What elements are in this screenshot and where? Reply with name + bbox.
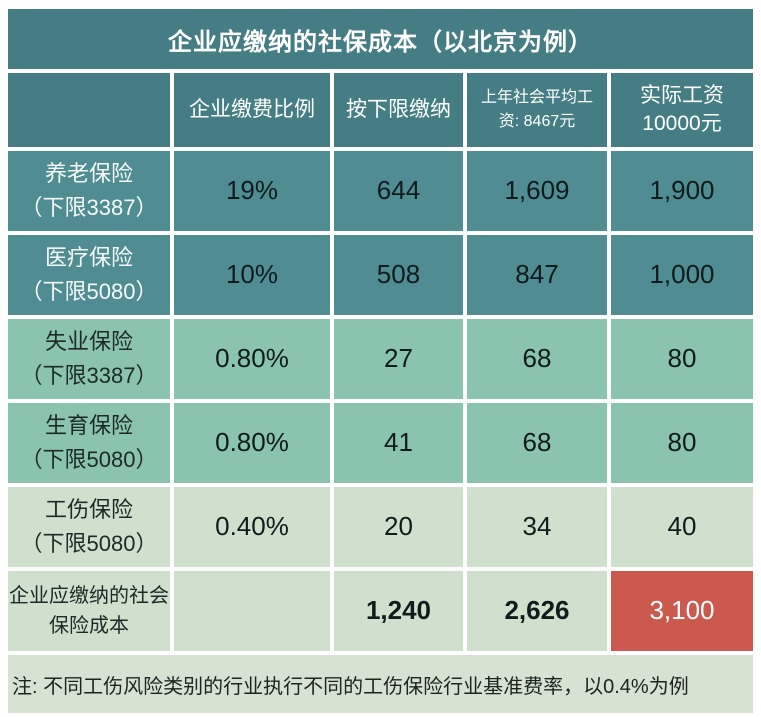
row-label-line1: 失业保险 [44,328,133,354]
row-label-line1: 养老保险 [44,160,133,186]
insurance-table: 企业缴费比例 按下限缴纳 上年社会平均工 资: 8467元 实际工资 10000… [8,73,753,651]
total-label-line2: 保险成本 [49,615,129,637]
maternity-rate: 0.80% [174,403,330,483]
header-rate: 企业缴费比例 [174,73,330,147]
row-label-line2: （下限3387） [20,195,158,220]
medical-lower: 508 [334,235,463,315]
total-lower: 1,240 [334,571,463,651]
row-label-line2: （下限5080） [20,447,158,472]
header-empty-cell [8,73,170,147]
unemployment-avg: 68 [467,319,607,399]
row-label-line1: 生育保险 [44,412,133,438]
header-avg-wage-line2: 资: 8467元 [498,113,576,130]
total-label-line1: 企业应缴纳的社会 [9,585,169,607]
table-title: 企业应缴纳的社保成本（以北京为例） [8,9,753,69]
header-actual-wage-line2: 10000元 [642,112,722,135]
injury-lower: 20 [334,487,463,567]
pension-rate: 19% [174,151,330,231]
pension-avg: 1,609 [467,151,607,231]
row-label-line2: （下限5080） [20,279,158,304]
pension-lower: 644 [334,151,463,231]
maternity-lower: 41 [334,403,463,483]
total-actual-highlight: 3,100 [611,571,753,651]
pension-actual: 1,900 [611,151,753,231]
unemployment-lower: 27 [334,319,463,399]
total-row-label: 企业应缴纳的社会 保险成本 [8,571,170,651]
maternity-avg: 68 [467,403,607,483]
row-label-injury: 工伤保险 （下限5080） [8,487,170,567]
row-label-line2: （下限5080） [20,531,158,556]
row-label-pension: 养老保险 （下限3387） [8,151,170,231]
medical-avg: 847 [467,235,607,315]
header-actual-wage: 实际工资 10000元 [611,73,753,147]
row-label-maternity: 生育保险 （下限5080） [8,403,170,483]
unemployment-rate: 0.80% [174,319,330,399]
medical-rate: 10% [174,235,330,315]
injury-rate: 0.40% [174,487,330,567]
row-label-line1: 工伤保险 [44,496,133,522]
footnote: 注: 不同工伤风险类别的行业执行不同的工伤保险行业基准费率，以0.4%为例 [8,655,753,713]
unemployment-actual: 80 [611,319,753,399]
row-label-unemployment: 失业保险 （下限3387） [8,319,170,399]
header-lower-limit: 按下限缴纳 [334,73,463,147]
total-avg: 2,626 [467,571,607,651]
row-label-line1: 医疗保险 [44,244,133,270]
row-label-medical: 医疗保险 （下限5080） [8,235,170,315]
total-rate-empty [174,571,330,651]
header-avg-wage-line1: 上年社会平均工 [480,89,593,106]
header-avg-wage: 上年社会平均工 资: 8467元 [467,73,607,147]
maternity-actual: 80 [611,403,753,483]
row-label-line2: （下限3387） [20,363,158,388]
medical-actual: 1,000 [611,235,753,315]
injury-actual: 40 [611,487,753,567]
header-actual-wage-line1: 实际工资 [640,83,724,107]
injury-avg: 34 [467,487,607,567]
